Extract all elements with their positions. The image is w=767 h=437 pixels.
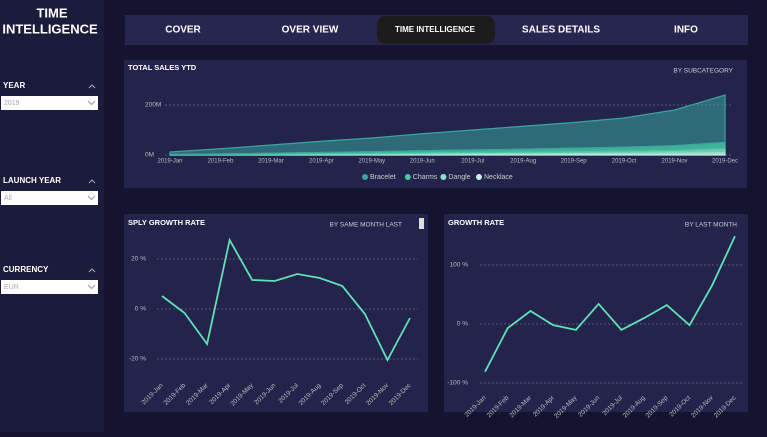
legend-label: Bracelet	[370, 174, 396, 181]
dropdown[interactable]	[1, 191, 98, 205]
chart-title: TOTAL SALES YTD	[128, 63, 197, 72]
legend-marker	[476, 174, 482, 180]
chart-subtitle: BY SAME MONTH LAST	[330, 222, 403, 229]
y-tick-label: 0 %	[457, 321, 468, 328]
legend-label: Charms	[413, 174, 438, 181]
nav-tab[interactable]: INFO	[674, 25, 698, 36]
line	[161, 237, 411, 362]
collapse-icon[interactable]	[88, 268, 96, 273]
dropdown-value: All	[4, 195, 12, 202]
x-tick-label: 2019-Apr	[309, 159, 334, 165]
panel	[444, 214, 748, 412]
nav-tab[interactable]: OVER VIEW	[282, 25, 339, 36]
nav-tab[interactable]: TIME INTELLIGENCE	[395, 25, 476, 34]
x-tick-label: 2019-Dec	[712, 159, 738, 165]
legend-marker	[362, 174, 368, 180]
filter-label: LAUNCH YEAR	[3, 176, 61, 185]
y-tick-label: 0M	[145, 152, 154, 159]
line	[484, 235, 736, 373]
y-tick-label: -100 %	[447, 380, 468, 387]
collapse-icon[interactable]	[88, 84, 96, 89]
dropdown[interactable]	[1, 96, 98, 110]
x-tick-label: 2019-Oct	[612, 159, 637, 165]
dropdown[interactable]	[1, 280, 98, 294]
dropdown-value: 2019	[4, 100, 20, 107]
y-tick-label: 200M	[145, 102, 161, 109]
legend-marker	[440, 174, 447, 180]
sidebar-title: INTELLIGENCE	[2, 21, 98, 36]
dropdown-chevron	[87, 100, 96, 106]
area	[169, 94, 726, 156]
nav-active-pill	[377, 16, 495, 44]
x-tick-label: 2019-Feb	[208, 159, 234, 165]
filter-label: YEAR	[3, 81, 25, 90]
chart-subtitle: BY LAST MONTH	[685, 222, 737, 229]
x-tick-label: 2019-Jun	[410, 159, 435, 165]
nav-tab[interactable]: COVER	[165, 25, 201, 36]
filter-label: CURRENCY	[3, 265, 49, 274]
x-tick-label: 2019-Aug	[510, 159, 536, 165]
panel	[124, 214, 428, 412]
x-tick-label: 2019-Nov	[662, 159, 688, 165]
sidebar-title: TIME	[36, 5, 67, 20]
dropdown-chevron	[87, 284, 96, 290]
scroll-indicator	[419, 218, 424, 229]
legend-label: Necklace	[484, 174, 513, 181]
collapse-icon[interactable]	[88, 179, 96, 184]
x-tick-label: 2019-May	[358, 159, 385, 165]
y-tick-label: 20 %	[131, 256, 146, 263]
x-tick-label: 2019-Sep	[561, 159, 588, 165]
y-tick-label: -20 %	[129, 356, 146, 363]
chart-title: GROWTH RATE	[448, 218, 504, 227]
chart-title: SPLY GROWTH RATE	[128, 218, 205, 227]
y-tick-label: 100 %	[450, 262, 469, 269]
dropdown-value: EUR	[4, 284, 19, 291]
nav-tab[interactable]: SALES DETAILS	[522, 25, 600, 36]
x-tick-label: 2019-Jul	[461, 159, 484, 165]
chart-subtitle: BY SUBCATEGORY	[673, 68, 733, 75]
x-tick-label: 2019-Mar	[258, 159, 284, 165]
legend-label: Dangle	[448, 174, 470, 181]
sidebar	[0, 0, 104, 432]
dropdown-chevron	[87, 195, 96, 201]
legend-marker	[404, 174, 411, 180]
x-tick-label: 2019-Jan	[157, 159, 182, 165]
y-tick-label: 0 %	[135, 306, 146, 313]
